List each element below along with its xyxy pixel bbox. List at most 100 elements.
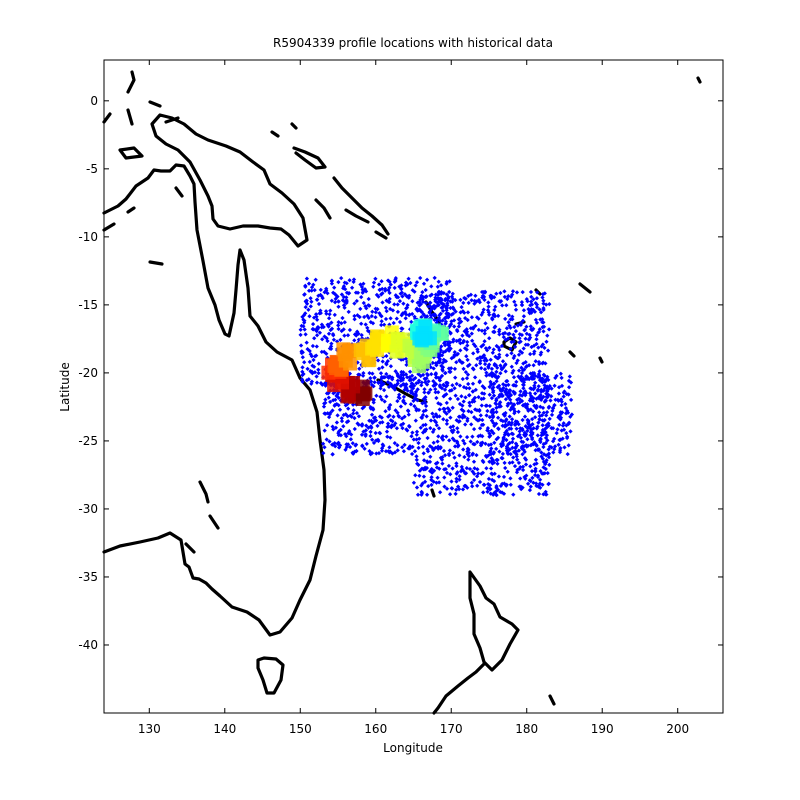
historical-point	[392, 302, 397, 307]
historical-point	[453, 375, 458, 380]
historical-point	[503, 316, 508, 322]
historical-point	[510, 314, 515, 319]
historical-point	[347, 444, 353, 450]
historical-point	[541, 429, 546, 434]
historical-point	[538, 436, 543, 441]
historical-point	[454, 487, 459, 492]
historical-point	[341, 412, 346, 418]
historical-point	[392, 285, 397, 291]
historical-point	[538, 404, 543, 409]
historical-point	[449, 486, 455, 491]
historical-point	[481, 459, 486, 465]
historical-point	[431, 440, 436, 445]
historical-point	[388, 449, 393, 454]
historical-point	[411, 437, 416, 442]
historical-point	[501, 334, 506, 340]
historical-point	[422, 390, 427, 395]
historical-point	[424, 414, 429, 419]
historical-point	[373, 430, 378, 436]
historical-point	[531, 409, 536, 414]
historical-point	[391, 320, 396, 326]
historical-point	[482, 328, 488, 333]
historical-point	[489, 471, 494, 476]
historical-point	[515, 323, 521, 328]
historical-point	[496, 383, 502, 388]
y-tick-label: -5	[86, 162, 98, 176]
historical-point	[308, 296, 313, 301]
historical-point	[412, 449, 418, 454]
historical-point	[516, 368, 522, 373]
historical-point	[424, 371, 430, 377]
historical-point	[372, 415, 378, 420]
historical-point	[387, 279, 392, 284]
historical-point	[536, 330, 541, 335]
historical-point	[494, 409, 499, 415]
historical-point	[532, 472, 538, 478]
historical-point	[495, 375, 500, 381]
historical-point	[330, 408, 335, 413]
historical-point	[376, 366, 382, 371]
historical-point	[506, 293, 511, 299]
historical-point	[520, 452, 525, 457]
historical-point	[541, 410, 546, 415]
historical-point	[419, 314, 424, 320]
historical-point	[430, 360, 435, 366]
historical-point	[470, 366, 476, 371]
historical-point	[558, 412, 563, 417]
historical-point	[467, 400, 472, 405]
historical-point	[492, 295, 497, 300]
historical-point	[452, 438, 457, 443]
historical-point	[513, 328, 519, 334]
historical-point	[465, 372, 471, 377]
historical-point	[474, 452, 479, 458]
historical-point	[363, 433, 368, 439]
historical-point	[459, 394, 464, 399]
historical-point	[395, 381, 400, 386]
historical-point	[388, 364, 394, 369]
historical-point	[450, 339, 456, 344]
historical-point	[401, 398, 406, 403]
historical-point	[488, 357, 493, 362]
historical-point	[437, 414, 442, 419]
historical-point	[404, 362, 409, 368]
historical-point	[327, 312, 332, 317]
historical-point	[354, 298, 359, 304]
historical-point	[502, 460, 507, 466]
historical-point	[358, 306, 363, 312]
historical-point	[423, 397, 428, 402]
historical-point	[508, 294, 514, 299]
historical-point	[450, 430, 455, 435]
historical-point	[417, 473, 422, 478]
historical-point	[457, 474, 462, 479]
historical-point	[406, 412, 411, 417]
historical-point	[525, 299, 530, 304]
historical-point	[533, 442, 539, 447]
historical-point	[417, 436, 422, 441]
historical-point	[479, 365, 484, 371]
historical-point	[494, 369, 499, 375]
historical-point	[419, 383, 424, 388]
historical-point	[449, 479, 454, 484]
historical-point	[487, 414, 492, 420]
historical-point	[498, 363, 503, 368]
historical-point	[533, 457, 539, 462]
historical-point	[545, 333, 550, 338]
historical-point	[446, 366, 452, 371]
historical-point	[327, 439, 332, 444]
historical-point	[424, 277, 430, 282]
historical-point	[383, 316, 389, 322]
historical-point	[357, 366, 362, 371]
historical-point	[352, 317, 357, 322]
historical-point	[414, 454, 419, 459]
historical-point	[565, 408, 570, 414]
historical-point	[328, 308, 333, 313]
historical-point	[503, 337, 508, 342]
historical-point	[460, 333, 465, 338]
historical-point	[442, 370, 448, 376]
historical-point	[439, 386, 445, 391]
historical-point	[466, 393, 472, 398]
historical-point	[465, 317, 470, 323]
historical-point	[448, 331, 453, 336]
historical-point	[329, 298, 334, 303]
historical-point	[401, 376, 406, 381]
